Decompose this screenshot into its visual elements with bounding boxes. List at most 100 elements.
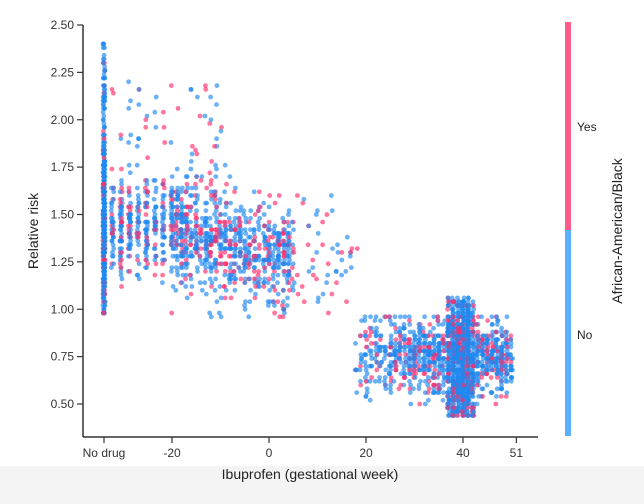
data-point-no [256, 223, 262, 229]
data-point-yes [272, 287, 278, 293]
data-point-no [272, 231, 278, 236]
data-point-no [286, 208, 292, 214]
data-point-no [100, 227, 106, 233]
data-point-no [101, 60, 106, 66]
data-point-no [242, 261, 248, 267]
data-point-no [418, 378, 423, 384]
data-point-yes [255, 272, 261, 278]
data-point-no [252, 246, 258, 252]
data-point-yes [217, 219, 223, 225]
data-point-no [454, 359, 460, 365]
data-point-no [202, 219, 208, 225]
data-point-yes [421, 344, 427, 350]
data-point-yes [212, 238, 218, 244]
data-point-no [436, 341, 442, 346]
data-point-yes [469, 405, 475, 411]
data-point-no [408, 382, 413, 388]
data-point-yes [214, 204, 220, 210]
data-point-no [199, 238, 205, 244]
data-point-no [436, 356, 442, 361]
data-point-yes [267, 261, 272, 267]
data-point-no [382, 378, 387, 384]
data-point-no [436, 344, 441, 350]
data-point-no [499, 329, 504, 335]
data-point-no [369, 356, 375, 361]
data-point-yes [237, 219, 243, 225]
data-point-no [412, 344, 418, 350]
data-point-no [160, 223, 166, 229]
data-point-no [100, 102, 106, 107]
data-point-no [199, 261, 205, 267]
data-point-yes [262, 223, 267, 229]
data-point-no [101, 265, 106, 270]
data-point-no [451, 394, 457, 399]
data-point-no [180, 272, 186, 278]
data-point-yes [295, 193, 300, 198]
data-point-no [174, 215, 180, 221]
data-point-no [398, 371, 404, 377]
data-point-no [233, 223, 239, 229]
data-point-no [330, 246, 335, 252]
data-point-no [101, 113, 107, 119]
data-point-no [363, 375, 368, 380]
data-point-no [271, 257, 276, 263]
data-point-no [460, 352, 466, 358]
data-point-no [476, 337, 482, 342]
data-point-no [178, 242, 184, 248]
data-point-no [494, 314, 500, 320]
data-point-no [315, 299, 321, 305]
data-point-no [456, 405, 462, 411]
x-ticks: No drug -20 0 20 40 51 [83, 437, 523, 460]
data-point-no [197, 280, 203, 286]
data-point-no [471, 378, 476, 384]
data-point-no [180, 250, 186, 255]
data-point-yes [417, 348, 423, 354]
data-point-no [101, 41, 106, 47]
data-point-no [454, 352, 460, 358]
data-point-no [241, 212, 247, 217]
data-point-no [411, 348, 416, 354]
data-point-yes [440, 337, 446, 342]
data-point-no [440, 322, 446, 327]
data-point-no [100, 208, 106, 214]
legend-title: African-American/Black [609, 157, 625, 303]
data-point-no [272, 303, 277, 308]
data-point-no [504, 348, 510, 354]
data-point-yes [393, 325, 398, 331]
data-point-yes [118, 265, 124, 270]
data-point-no [287, 253, 292, 259]
data-point-yes [160, 181, 166, 187]
data-point-no [422, 390, 428, 395]
data-point-no [193, 246, 199, 252]
data-point-yes [348, 250, 354, 255]
data-point-no [466, 337, 472, 342]
data-point-yes [118, 250, 123, 255]
data-point-no [437, 359, 443, 365]
x-tick-label: 20 [359, 446, 373, 460]
data-point-no [362, 318, 368, 323]
data-point-no [228, 261, 234, 267]
data-point-no [425, 382, 431, 388]
data-point-yes [153, 261, 159, 267]
data-point-no [465, 382, 471, 388]
data-point-no [286, 269, 291, 274]
data-point-no [213, 208, 219, 214]
data-point-no [170, 284, 176, 289]
data-point-no [451, 375, 457, 380]
data-point-no [183, 219, 189, 225]
data-point-no [100, 117, 106, 123]
data-point-no [450, 310, 456, 316]
data-point-no [417, 329, 422, 335]
data-point-yes [246, 261, 252, 267]
data-point-yes [117, 196, 123, 202]
data-point-no [185, 185, 191, 191]
data-point-no [474, 348, 480, 354]
data-point-no [450, 303, 456, 308]
data-point-yes [427, 322, 433, 327]
data-point-no [503, 375, 508, 380]
data-point-no [214, 299, 220, 305]
data-point-no [373, 314, 379, 320]
data-point-yes [358, 382, 364, 388]
data-point-no [265, 299, 271, 305]
data-point-no [109, 204, 114, 210]
